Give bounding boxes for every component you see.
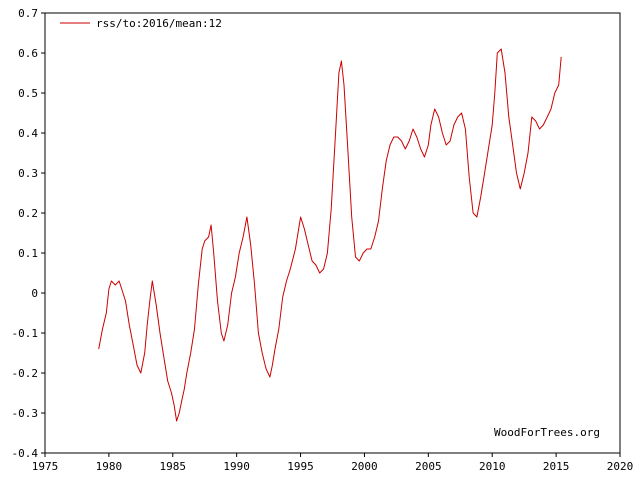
y-tick-label: 0.7 (18, 7, 38, 20)
series-line-rss (98, 48, 562, 422)
y-tick-label: -0.1 (12, 327, 39, 340)
y-axis: -0.4 -0.3 -0.2 -0.1 0 0.1 0.2 0.3 0.4 0.5 0.6 0.7 (12, 7, 45, 460)
y-tick-label: -0.2 (12, 367, 39, 380)
y-tick-label: -0.3 (12, 407, 39, 420)
x-axis: 1975 1980 1985 1990 1995 2000 2005 2010 2015 2020 (32, 453, 634, 473)
y-tick-label: -0.4 (12, 447, 39, 460)
x-tick-label: 1975 (32, 460, 59, 473)
legend: rss/to:2016/mean:12 (60, 17, 222, 30)
x-tick-label: 2010 (479, 460, 506, 473)
x-tick-label: 1990 (223, 460, 250, 473)
legend-label-series: rss/to:2016/mean:12 (96, 17, 222, 30)
x-tick-label: 1985 (160, 460, 187, 473)
x-tick-label: 1995 (287, 460, 314, 473)
y-tick-label: 0.2 (18, 207, 38, 220)
y-tick-label: 0.1 (18, 247, 38, 260)
y-tick-label: 0.3 (18, 167, 38, 180)
y-tick-label: 0.5 (18, 87, 38, 100)
y-tick-label: 0.6 (18, 47, 38, 60)
plot-area-frame (44, 12, 621, 454)
x-tick-label: 2020 (607, 460, 634, 473)
x-tick-label: 1980 (96, 460, 123, 473)
series-layer (98, 48, 562, 422)
x-tick-label: 2005 (415, 460, 442, 473)
x-tick-label: 2000 (351, 460, 378, 473)
x-tick-label: 2015 (543, 460, 570, 473)
watermark-annotation: WoodForTrees.org (494, 426, 600, 439)
y-tick-label: 0.4 (18, 127, 38, 140)
y-tick-label: 0 (31, 287, 38, 300)
